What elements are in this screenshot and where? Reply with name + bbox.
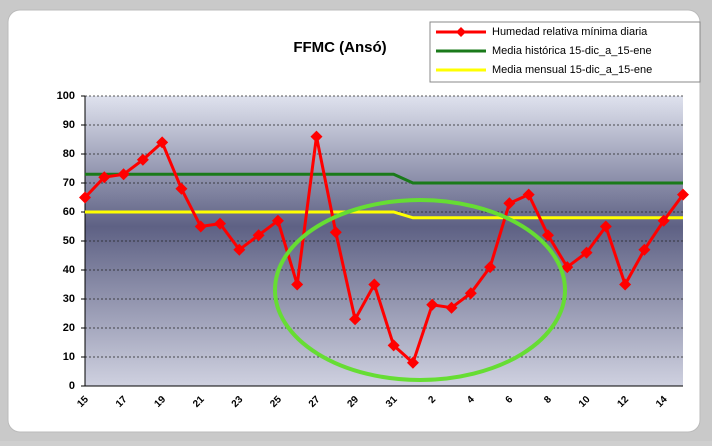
marker bbox=[522, 188, 535, 201]
marker bbox=[252, 229, 265, 242]
marker bbox=[349, 313, 362, 326]
marker bbox=[156, 136, 169, 149]
marker bbox=[271, 214, 284, 227]
y-tick-label: 100 bbox=[57, 90, 75, 102]
chart-title: FFMC (Ansó) bbox=[293, 39, 386, 56]
legend-label: Media histórica 15-dic_a_15-ene bbox=[492, 45, 652, 57]
y-tick-label: 80 bbox=[63, 148, 75, 160]
legend-label: Humedad relativa mínima diaria bbox=[492, 26, 648, 38]
marker bbox=[233, 243, 246, 256]
marker bbox=[580, 246, 593, 259]
series-line bbox=[85, 210, 683, 220]
y-tick-label: 90 bbox=[63, 119, 75, 131]
marker bbox=[677, 188, 689, 201]
y-tick-label: 60 bbox=[63, 206, 75, 218]
marker bbox=[136, 153, 149, 166]
marker bbox=[194, 220, 207, 233]
marker bbox=[117, 168, 130, 181]
y-tick-label: 20 bbox=[63, 322, 75, 334]
marker bbox=[291, 278, 304, 291]
plot-area bbox=[85, 96, 683, 386]
marker bbox=[657, 214, 670, 227]
legend-label: Media mensual 15-dic_a_15-ene bbox=[492, 64, 652, 76]
marker bbox=[175, 182, 188, 195]
y-tick-label: 50 bbox=[63, 235, 75, 247]
marker bbox=[541, 229, 554, 242]
series-line bbox=[85, 172, 683, 185]
y-tick-label: 40 bbox=[63, 264, 75, 276]
marker bbox=[329, 226, 342, 239]
marker bbox=[599, 220, 612, 233]
y-tick-label: 0 bbox=[69, 380, 75, 392]
marker bbox=[426, 298, 439, 311]
marker bbox=[619, 278, 632, 291]
marker bbox=[98, 171, 111, 184]
marker bbox=[638, 243, 651, 256]
y-tick-label: 70 bbox=[63, 177, 75, 189]
marker bbox=[445, 301, 458, 314]
marker bbox=[387, 339, 400, 352]
marker bbox=[79, 191, 91, 204]
marker bbox=[368, 278, 381, 291]
marker bbox=[406, 356, 419, 369]
y-tick-label: 10 bbox=[63, 351, 75, 363]
legend-marker bbox=[456, 27, 466, 37]
marker bbox=[310, 130, 323, 143]
y-tick-label: 30 bbox=[63, 293, 75, 305]
marker bbox=[214, 217, 227, 230]
marker bbox=[484, 261, 497, 274]
annotation-circle bbox=[273, 198, 567, 382]
marker bbox=[561, 261, 574, 274]
marker bbox=[503, 197, 516, 210]
marker bbox=[464, 287, 477, 300]
